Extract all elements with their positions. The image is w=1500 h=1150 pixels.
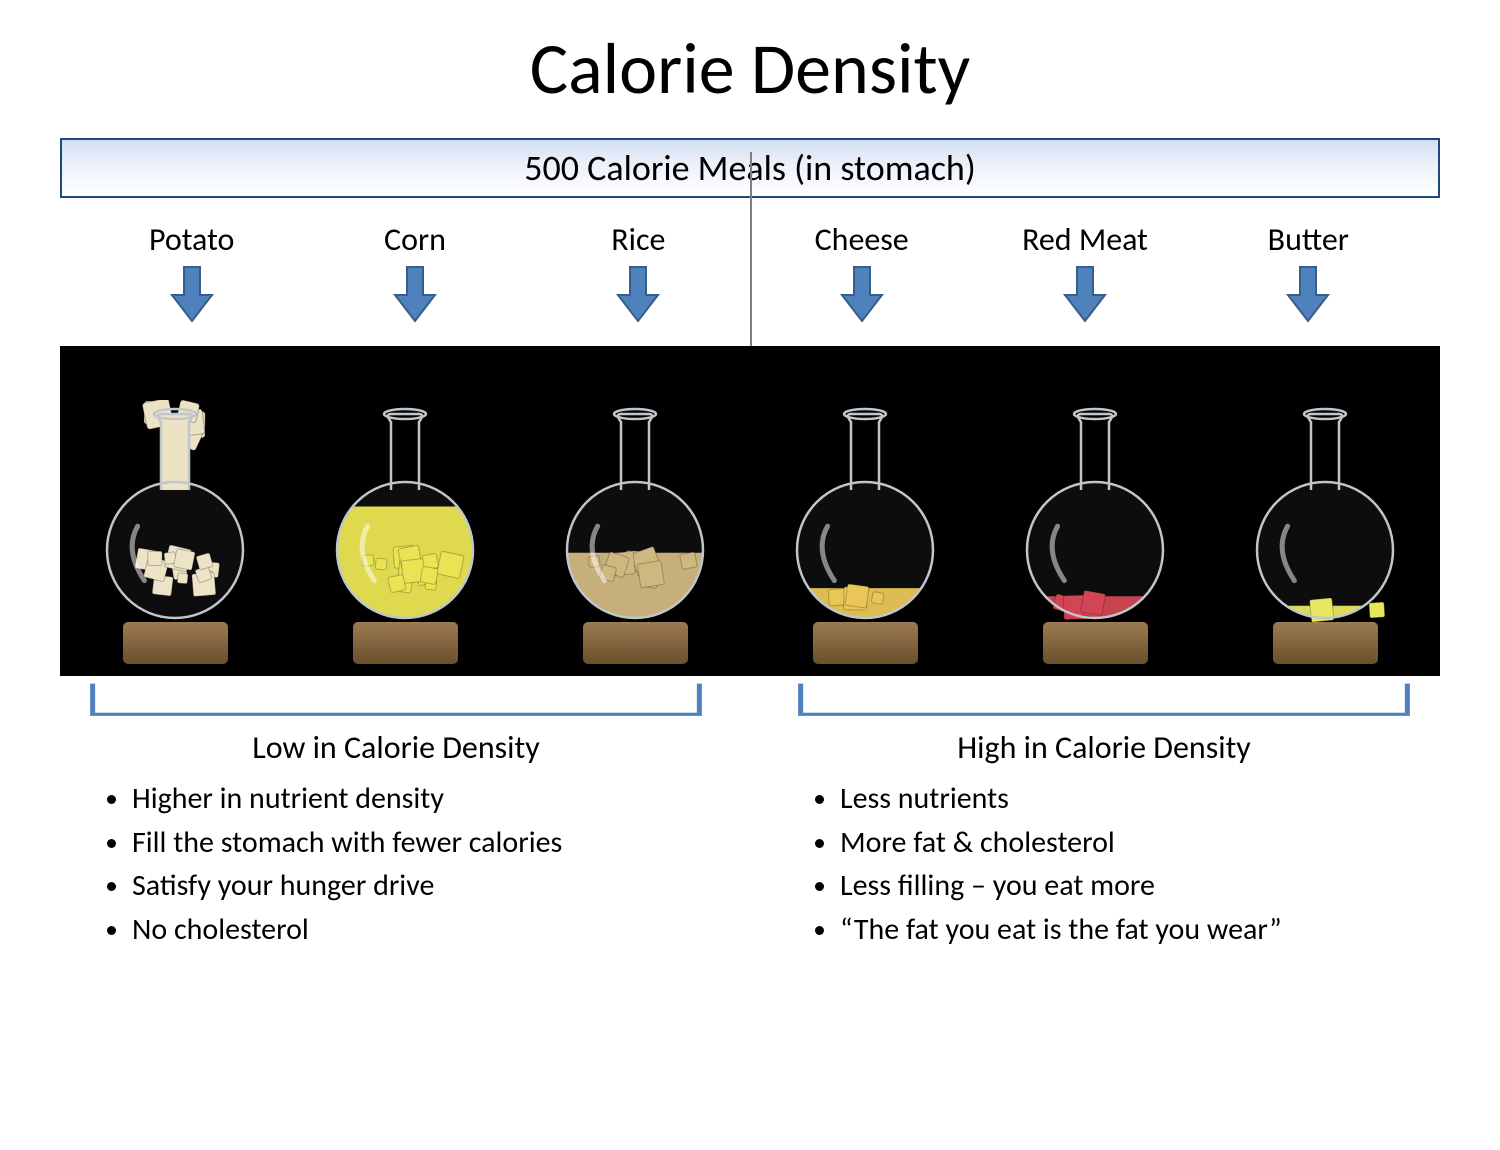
down-arrow-icon bbox=[838, 265, 886, 323]
group-high-density: High in Calorie Density Less nutrients M… bbox=[768, 676, 1440, 951]
down-arrow-icon bbox=[391, 265, 439, 323]
flask-cheese bbox=[775, 374, 955, 664]
flask-redmeat bbox=[1005, 374, 1185, 664]
photo-panel bbox=[60, 346, 1440, 676]
group-low-density: Low in Calorie Density Higher in nutrien… bbox=[60, 676, 732, 951]
down-arrow-icon bbox=[168, 265, 216, 323]
food-label-corn: Corn bbox=[303, 220, 526, 259]
food-label-redmeat: Red Meat bbox=[973, 220, 1196, 259]
group-bullets-high: Less nutrients More fat & cholesterol Le… bbox=[788, 777, 1420, 951]
food-label-butter: Butter bbox=[1197, 220, 1420, 259]
wood-base bbox=[583, 622, 688, 664]
food-label-rice: Rice bbox=[527, 220, 750, 259]
center-divider bbox=[750, 152, 752, 379]
bracket-icon bbox=[80, 676, 712, 722]
wood-base bbox=[123, 622, 228, 664]
group-title-low: Low in Calorie Density bbox=[80, 728, 712, 767]
bullet-item: More fat & cholesterol bbox=[840, 821, 1420, 865]
groups-row: Low in Calorie Density Higher in nutrien… bbox=[60, 676, 1440, 951]
bullet-item: Less nutrients bbox=[840, 777, 1420, 821]
wood-base bbox=[813, 622, 918, 664]
wood-base bbox=[1273, 622, 1378, 664]
flask-rice bbox=[545, 374, 725, 664]
group-title-high: High in Calorie Density bbox=[788, 728, 1420, 767]
wood-base bbox=[1043, 622, 1148, 664]
bullet-item: “The fat you eat is the fat you wear” bbox=[840, 908, 1420, 952]
down-arrow-icon bbox=[614, 265, 662, 323]
bullet-item: No cholesterol bbox=[132, 908, 712, 952]
bullet-item: Less filling – you eat more bbox=[840, 864, 1420, 908]
bracket-icon bbox=[788, 676, 1420, 722]
bullet-item: Fill the stomach with fewer calories bbox=[132, 821, 712, 865]
food-label-potato: Potato bbox=[80, 220, 303, 259]
down-arrow-icon bbox=[1284, 265, 1332, 323]
group-bullets-low: Higher in nutrient density Fill the stom… bbox=[80, 777, 712, 951]
flask-butter bbox=[1235, 374, 1415, 664]
food-labels-row: Potato Corn Rice Cheese Red Meat Butter bbox=[60, 210, 1440, 259]
flask-corn bbox=[315, 374, 495, 664]
food-label-cheese: Cheese bbox=[750, 220, 973, 259]
down-arrow-icon bbox=[1061, 265, 1109, 323]
bullet-item: Satisfy your hunger drive bbox=[132, 864, 712, 908]
page-title: Calorie Density bbox=[0, 25, 1500, 113]
flask-potato bbox=[85, 374, 265, 664]
bullet-item: Higher in nutrient density bbox=[132, 777, 712, 821]
wood-base bbox=[353, 622, 458, 664]
